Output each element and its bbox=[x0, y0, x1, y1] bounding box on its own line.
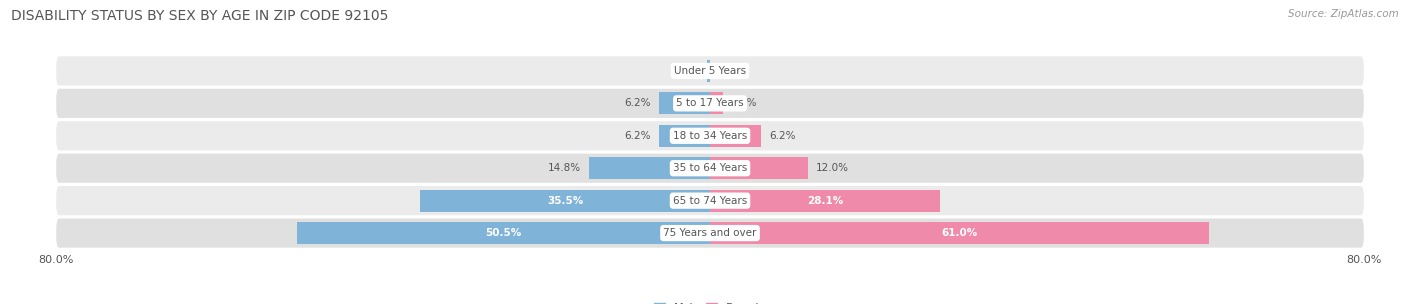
Bar bbox=[710, 190, 939, 212]
Text: 14.8%: 14.8% bbox=[548, 163, 581, 173]
Bar bbox=[710, 92, 723, 114]
Text: 65 to 74 Years: 65 to 74 Years bbox=[673, 196, 747, 206]
FancyBboxPatch shape bbox=[56, 219, 1364, 248]
Text: 6.2%: 6.2% bbox=[624, 131, 651, 141]
FancyBboxPatch shape bbox=[56, 56, 1364, 85]
Bar bbox=[659, 92, 710, 114]
Text: 0.4%: 0.4% bbox=[672, 66, 699, 76]
Bar bbox=[710, 157, 808, 179]
Text: 1.6%: 1.6% bbox=[731, 98, 758, 108]
FancyBboxPatch shape bbox=[56, 89, 1364, 118]
Text: 50.5%: 50.5% bbox=[485, 228, 522, 238]
Text: DISABILITY STATUS BY SEX BY AGE IN ZIP CODE 92105: DISABILITY STATUS BY SEX BY AGE IN ZIP C… bbox=[11, 9, 388, 23]
Text: 5 to 17 Years: 5 to 17 Years bbox=[676, 98, 744, 108]
Text: 61.0%: 61.0% bbox=[941, 228, 977, 238]
Legend: Male, Female: Male, Female bbox=[650, 298, 770, 304]
Bar bbox=[297, 222, 710, 244]
FancyBboxPatch shape bbox=[56, 121, 1364, 150]
Text: 12.0%: 12.0% bbox=[817, 163, 849, 173]
Text: 35.5%: 35.5% bbox=[547, 196, 583, 206]
FancyBboxPatch shape bbox=[56, 154, 1364, 183]
Text: 28.1%: 28.1% bbox=[807, 196, 844, 206]
Bar bbox=[707, 60, 710, 82]
Bar bbox=[420, 190, 710, 212]
Text: Under 5 Years: Under 5 Years bbox=[673, 66, 747, 76]
Text: 18 to 34 Years: 18 to 34 Years bbox=[673, 131, 747, 141]
Text: 35 to 64 Years: 35 to 64 Years bbox=[673, 163, 747, 173]
FancyBboxPatch shape bbox=[56, 186, 1364, 215]
Bar bbox=[589, 157, 710, 179]
Text: 6.2%: 6.2% bbox=[624, 98, 651, 108]
Text: Source: ZipAtlas.com: Source: ZipAtlas.com bbox=[1288, 9, 1399, 19]
Bar bbox=[710, 125, 761, 147]
Bar bbox=[659, 125, 710, 147]
Bar bbox=[710, 222, 1209, 244]
Text: 6.2%: 6.2% bbox=[769, 131, 796, 141]
Text: 75 Years and over: 75 Years and over bbox=[664, 228, 756, 238]
